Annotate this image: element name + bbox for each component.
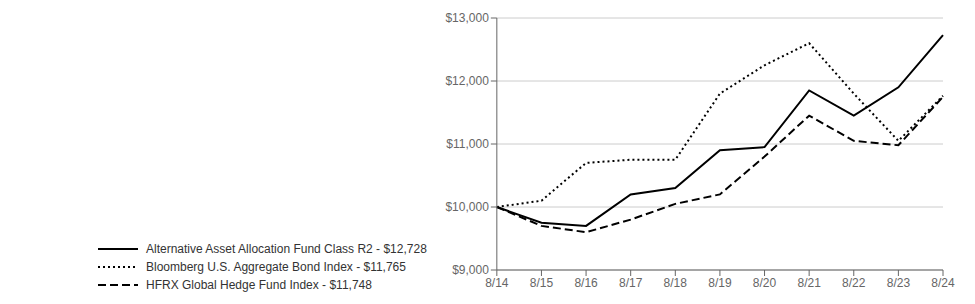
svg-text:$13,000: $13,000: [445, 11, 489, 25]
svg-text:$9,000: $9,000: [452, 263, 489, 277]
svg-text:8/19: 8/19: [708, 276, 732, 290]
svg-text:$12,000: $12,000: [445, 74, 489, 88]
svg-text:8/21: 8/21: [797, 276, 821, 290]
svg-text:8/17: 8/17: [619, 276, 643, 290]
svg-text:8/14: 8/14: [485, 276, 509, 290]
svg-text:8/23: 8/23: [887, 276, 911, 290]
svg-text:8/22: 8/22: [842, 276, 866, 290]
html-text:Alternative Asset Allocation F: Alternative Asset Allocation Fund Class …: [146, 242, 427, 256]
html-text:HFRX Global Hedge Fund Index -: HFRX Global Hedge Fund Index - $11,748: [146, 278, 372, 292]
svg-text:8/24: 8/24: [931, 276, 955, 290]
svg-text:8/18: 8/18: [664, 276, 688, 290]
html-text:Bloomberg U.S. Aggregate Bond: Bloomberg U.S. Aggregate Bond Index - $1…: [146, 260, 406, 274]
svg-text:8/16: 8/16: [574, 276, 598, 290]
svg-text:8/15: 8/15: [530, 276, 554, 290]
svg-text:$10,000: $10,000: [445, 200, 489, 214]
svg-text:$11,000: $11,000: [446, 137, 489, 151]
svg-text:8/20: 8/20: [753, 276, 777, 290]
